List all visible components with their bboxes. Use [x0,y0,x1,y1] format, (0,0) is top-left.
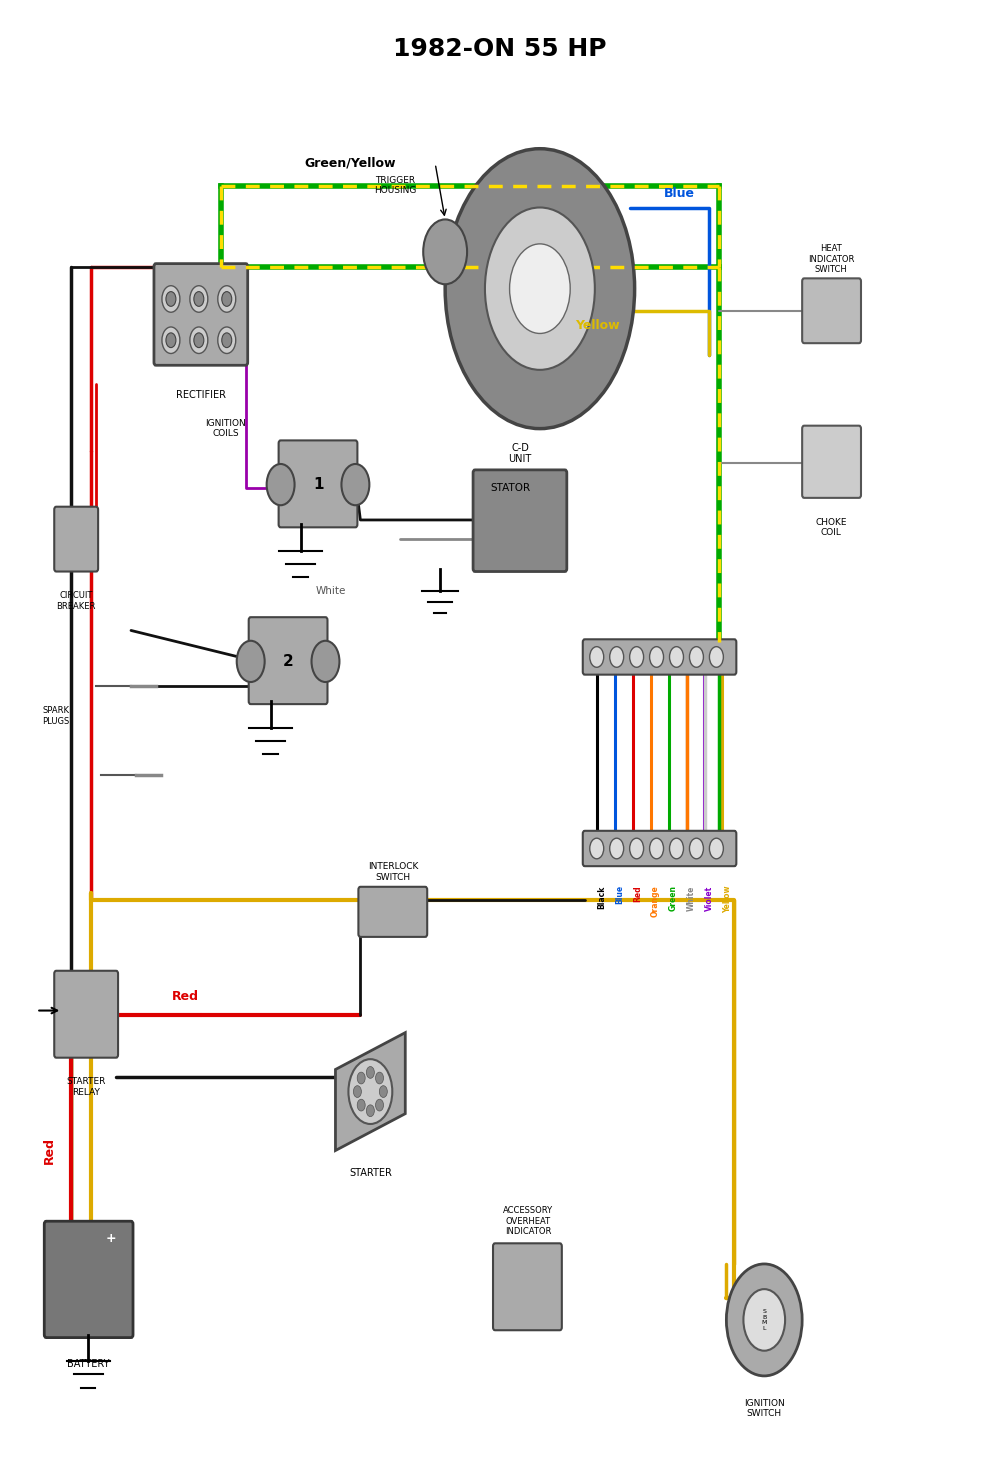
FancyBboxPatch shape [583,831,736,866]
Circle shape [162,328,180,353]
Text: TRIGGER
HOUSING: TRIGGER HOUSING [374,176,416,195]
Text: Blue: Blue [615,886,624,905]
Text: BATTERY: BATTERY [67,1359,109,1370]
Circle shape [670,646,683,667]
Circle shape [709,838,723,859]
Text: STARTER
RELAY: STARTER RELAY [66,1077,106,1097]
Polygon shape [335,1033,405,1150]
Circle shape [166,334,176,347]
FancyBboxPatch shape [473,469,567,571]
Circle shape [190,286,208,313]
Circle shape [357,1072,365,1083]
Text: CIRCUIT
BREAKER: CIRCUIT BREAKER [56,592,96,611]
Circle shape [348,1060,392,1125]
Text: Blue: Blue [664,187,695,201]
Circle shape [630,646,644,667]
Circle shape [743,1289,785,1351]
Circle shape [222,292,232,307]
FancyBboxPatch shape [154,264,248,365]
Circle shape [190,328,208,353]
Circle shape [194,334,204,347]
Text: IGNITION
SWITCH: IGNITION SWITCH [744,1399,785,1418]
Circle shape [630,838,644,859]
Text: Yellow: Yellow [575,319,620,332]
Text: HEAT
INDICATOR
SWITCH: HEAT INDICATOR SWITCH [808,245,854,275]
Text: 1982-ON 55 HP: 1982-ON 55 HP [393,37,607,61]
Circle shape [689,838,703,859]
Circle shape [312,641,339,682]
FancyBboxPatch shape [279,440,357,527]
Text: Violet: Violet [705,886,714,911]
Text: C-D
UNIT: C-D UNIT [508,443,532,465]
Circle shape [218,286,236,313]
Circle shape [366,1067,374,1079]
Text: INTERLOCK
SWITCH: INTERLOCK SWITCH [368,862,418,881]
Circle shape [357,1100,365,1111]
Circle shape [379,1086,387,1098]
Text: Green: Green [669,886,678,911]
FancyBboxPatch shape [493,1243,562,1330]
Circle shape [650,646,664,667]
Circle shape [376,1100,384,1111]
Circle shape [650,838,664,859]
Text: STARTER: STARTER [349,1168,392,1178]
Text: Orange: Orange [651,886,660,917]
Text: White: White [687,886,696,911]
Circle shape [610,646,624,667]
Text: Green/Yellow: Green/Yellow [305,156,396,170]
Circle shape [726,1263,802,1376]
Text: Red: Red [633,886,642,902]
Circle shape [590,838,604,859]
Circle shape [366,1106,374,1117]
Text: ACCESSORY
OVERHEAT
INDICATOR: ACCESSORY OVERHEAT INDICATOR [503,1206,553,1235]
Text: 1: 1 [313,477,324,492]
Text: SPARK
PLUGS: SPARK PLUGS [43,706,70,726]
Circle shape [376,1072,384,1083]
Text: STATOR: STATOR [490,483,530,493]
Circle shape [218,328,236,353]
FancyBboxPatch shape [249,617,327,704]
Circle shape [353,1086,361,1098]
Circle shape [709,646,723,667]
FancyBboxPatch shape [802,425,861,497]
Circle shape [194,292,204,307]
Circle shape [670,838,683,859]
Circle shape [162,286,180,313]
Circle shape [237,641,265,682]
FancyBboxPatch shape [54,506,98,571]
Text: Red: Red [43,1137,56,1165]
Circle shape [689,646,703,667]
FancyBboxPatch shape [54,971,118,1058]
Circle shape [510,244,570,334]
Text: Yellow: Yellow [723,886,732,912]
Circle shape [267,463,295,505]
FancyBboxPatch shape [583,639,736,675]
Circle shape [423,220,467,285]
Text: CHOKE
COIL: CHOKE COIL [815,518,847,537]
Circle shape [485,208,595,370]
Text: S
B
M
L: S B M L [762,1309,767,1331]
FancyBboxPatch shape [358,887,427,937]
Circle shape [445,149,635,428]
Text: 2: 2 [283,654,294,669]
FancyBboxPatch shape [44,1221,133,1337]
Circle shape [222,334,232,347]
Circle shape [590,646,604,667]
Circle shape [610,838,624,859]
Circle shape [166,292,176,307]
FancyBboxPatch shape [802,279,861,344]
Text: White: White [316,586,346,596]
Text: Black: Black [597,886,606,909]
Text: IGNITION
COILS: IGNITION COILS [205,419,246,438]
Circle shape [341,463,369,505]
Text: Red: Red [172,990,199,1004]
Text: RECTIFIER: RECTIFIER [176,390,226,400]
Text: +: + [106,1232,116,1246]
